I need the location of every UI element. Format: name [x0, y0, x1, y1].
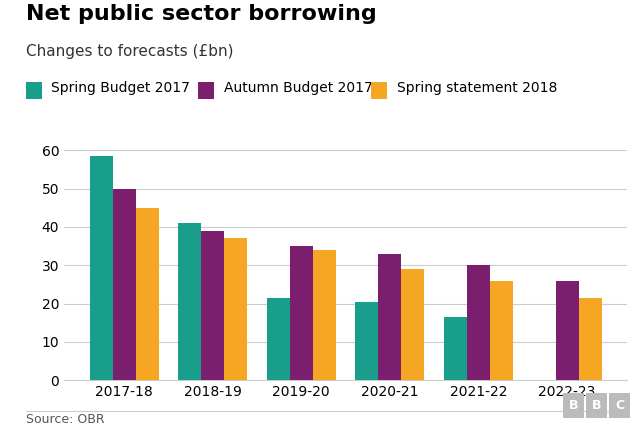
Bar: [201, 231, 224, 380]
Bar: [178, 223, 201, 380]
Text: Spring Budget 2017: Spring Budget 2017: [51, 81, 190, 95]
Bar: [355, 301, 378, 380]
Bar: [556, 281, 579, 380]
Text: Changes to forecasts (£bn): Changes to forecasts (£bn): [26, 44, 233, 59]
Text: Net public sector borrowing: Net public sector borrowing: [26, 4, 376, 24]
Text: Autumn Budget 2017: Autumn Budget 2017: [224, 81, 372, 95]
Bar: [378, 254, 401, 380]
Bar: [113, 189, 136, 380]
Bar: [467, 265, 490, 380]
Bar: [290, 246, 313, 380]
Bar: [136, 208, 159, 380]
Bar: [90, 156, 113, 380]
Text: Source: OBR: Source: OBR: [26, 413, 104, 426]
Bar: [490, 281, 513, 380]
Text: B: B: [569, 399, 579, 412]
Bar: [401, 269, 424, 380]
Text: B: B: [592, 399, 602, 412]
Bar: [267, 298, 290, 380]
Text: C: C: [615, 399, 625, 412]
Bar: [579, 298, 602, 380]
Bar: [444, 317, 467, 380]
Text: Spring statement 2018: Spring statement 2018: [397, 81, 557, 95]
Bar: [224, 238, 247, 380]
Bar: [313, 250, 336, 380]
